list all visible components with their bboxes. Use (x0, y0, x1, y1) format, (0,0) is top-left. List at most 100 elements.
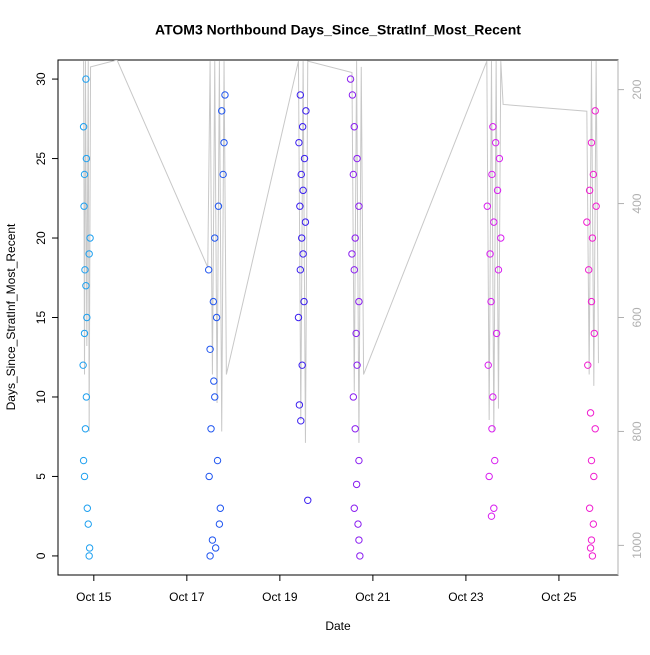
data-point (298, 361, 306, 369)
data-point (216, 504, 225, 512)
data-point (354, 520, 362, 528)
x-tick-label: Oct 17 (169, 590, 205, 604)
data-point (220, 138, 228, 147)
data-point (350, 504, 358, 512)
y-tick-label: 30 (34, 72, 48, 86)
data-point (206, 345, 214, 353)
data-point (491, 456, 499, 465)
data-point (80, 472, 89, 481)
chart-title: ATOM3 Northbound Days_Since_StratInf_Mos… (155, 22, 521, 38)
data-point (351, 425, 359, 433)
data-point (488, 425, 496, 433)
data-point (350, 123, 358, 131)
data-point (486, 250, 494, 258)
data-point (355, 536, 363, 544)
data-point (294, 313, 303, 322)
data-point (346, 75, 355, 83)
y-tick-label: 5 (34, 473, 48, 480)
data-point (349, 393, 358, 401)
data-point (80, 329, 89, 338)
data-point (295, 401, 304, 409)
data-point (352, 329, 360, 338)
data-point (79, 361, 87, 369)
x-tick-label: Oct 15 (76, 590, 112, 604)
data-point (487, 512, 496, 520)
data-point (204, 266, 213, 274)
data-point (296, 91, 305, 99)
data-point (301, 218, 310, 226)
data-point (296, 202, 304, 210)
data-point (85, 552, 93, 560)
data-point (588, 552, 597, 560)
data-point (215, 520, 224, 528)
data-point (80, 202, 88, 210)
data-point (219, 170, 227, 179)
data-point (209, 297, 218, 306)
data-point (587, 456, 596, 465)
data-point (86, 234, 94, 242)
data-point (587, 297, 596, 306)
data-point (490, 504, 498, 512)
y2-tick-label: 600 (630, 307, 644, 327)
data-point (205, 472, 213, 481)
data-point (585, 186, 594, 195)
plot-area (79, 60, 600, 560)
y2-tick-label: 200 (630, 79, 644, 99)
data-point (297, 417, 305, 425)
data-point (295, 138, 303, 147)
data-point (218, 107, 226, 115)
data-point (349, 170, 358, 179)
data-point (485, 472, 493, 481)
data-point (299, 186, 307, 195)
data-point (85, 250, 93, 258)
data-point (489, 393, 497, 401)
data-point (206, 552, 214, 560)
data-point (83, 313, 91, 322)
data-point (490, 218, 498, 226)
y-tick-label: 20 (34, 231, 48, 245)
y-tick-label: 25 (34, 152, 48, 166)
data-point (210, 377, 218, 385)
data-point (221, 91, 229, 99)
data-point (296, 266, 305, 274)
data-point (583, 218, 591, 226)
data-point (300, 297, 308, 306)
data-point (82, 393, 91, 401)
data-point (491, 138, 500, 147)
data-point (586, 544, 595, 552)
data-point (590, 329, 598, 338)
y2-tick-label: 400 (630, 193, 644, 213)
data-point (83, 504, 92, 512)
data-point (353, 361, 361, 369)
x-tick-label: Oct 23 (448, 590, 484, 604)
data-point (587, 536, 596, 544)
data-point (208, 536, 217, 544)
data-point (589, 170, 598, 179)
data-point (591, 107, 599, 115)
data-point (592, 202, 600, 210)
data-point (82, 75, 90, 83)
data-point (355, 297, 363, 306)
data-point (495, 154, 504, 163)
data-point (212, 313, 221, 322)
data-point (348, 250, 356, 258)
data-point (587, 138, 596, 147)
y-axis-title: Days_Since_StratInf_Most_Recent (4, 223, 18, 410)
data-point (211, 393, 219, 401)
data-point (79, 123, 88, 131)
data-point (214, 202, 223, 210)
data-point (351, 234, 359, 242)
data-point (585, 504, 594, 512)
data-point (484, 361, 492, 369)
pressure-line (83, 60, 599, 443)
data-point (591, 425, 599, 433)
data-point (493, 186, 502, 195)
y2-tick-label: 1000 (630, 532, 644, 559)
data-point (299, 250, 307, 258)
data-point (586, 409, 595, 417)
data-point (584, 266, 593, 274)
y2-tick-label: 800 (630, 421, 644, 441)
data-point (82, 282, 90, 290)
data-point (85, 544, 94, 552)
